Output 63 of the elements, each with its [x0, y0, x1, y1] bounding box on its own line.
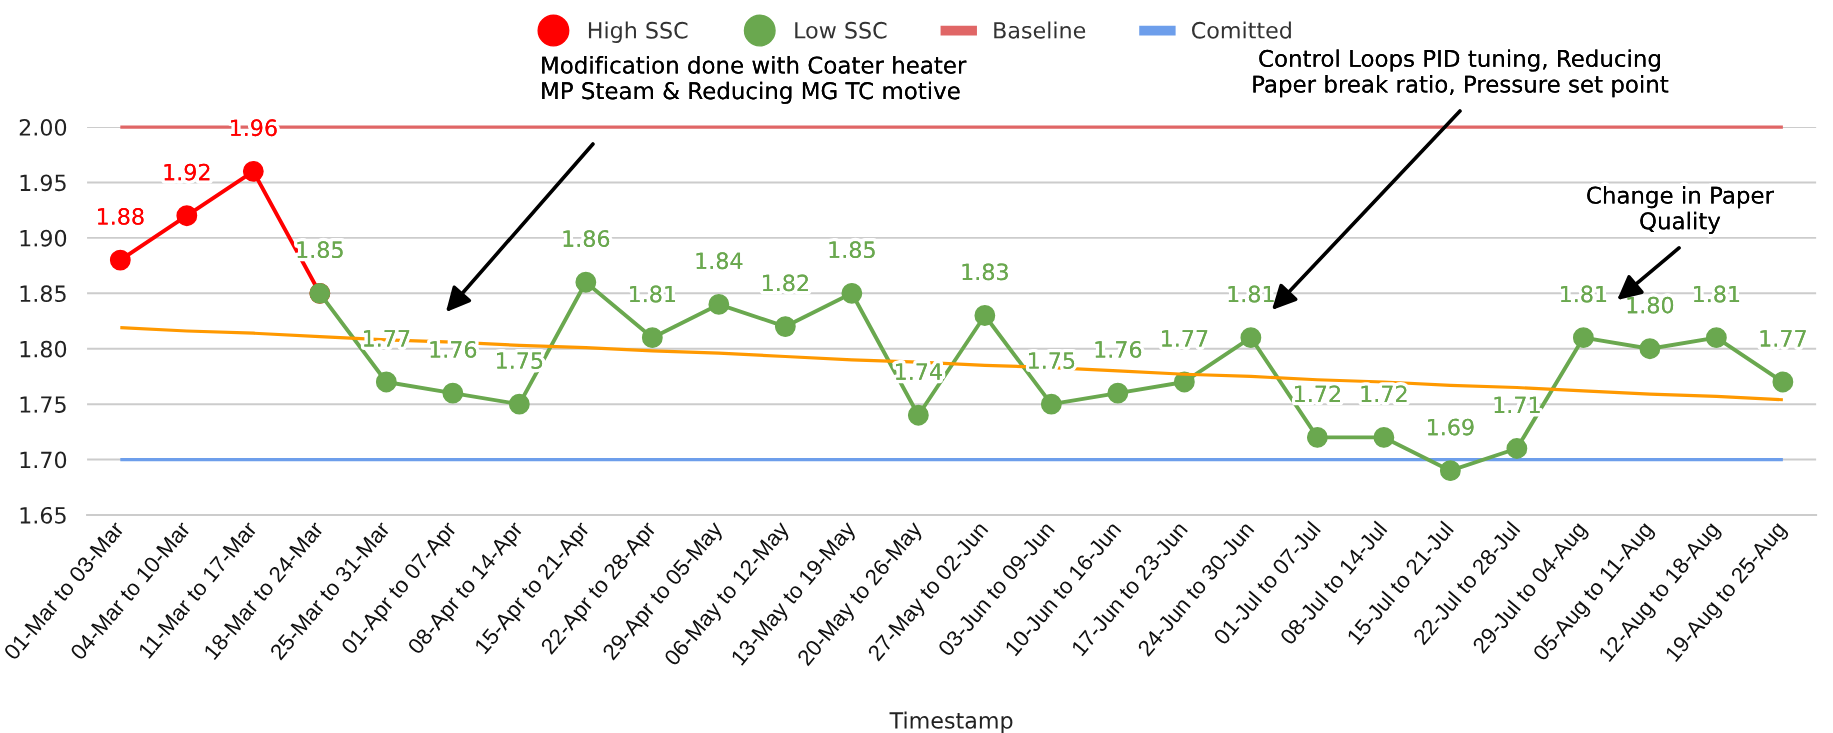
annotation: Change in Paper Quality — [1587, 186, 1774, 234]
point — [1705, 327, 1727, 349]
data-label: 1.81 — [1228, 285, 1274, 303]
data-label: 1.81 — [630, 285, 676, 303]
y-tick-label: 1.95 — [20, 174, 66, 192]
data-label: 1.77 — [1760, 330, 1806, 347]
y-tick-label: 1.75 — [20, 396, 66, 413]
point — [1240, 327, 1262, 349]
data-label: 1.85 — [297, 241, 343, 259]
data-label: 1.84 — [696, 252, 743, 270]
point — [442, 382, 464, 404]
data-label: 1.82 — [763, 274, 808, 292]
point — [176, 205, 198, 227]
data-label: 1.85 — [829, 241, 875, 259]
legend-label: Low SSC — [795, 21, 887, 39]
data-label: 1.83 — [962, 263, 1008, 281]
y-tick-label: 1.85 — [20, 285, 66, 303]
point — [974, 305, 996, 326]
point — [575, 271, 597, 293]
point — [708, 293, 730, 315]
point — [1107, 382, 1129, 404]
x-axis-title: Timestamp — [889, 711, 1013, 733]
text: Control Loops PID tuning, Reducing Paper break ratio, Pressure set point — [1253, 49, 1669, 98]
point — [1506, 438, 1528, 459]
data-label: 1.76 — [1095, 341, 1142, 358]
point — [508, 393, 530, 415]
point — [1373, 426, 1395, 448]
y-tick-label: 2.00 — [19, 118, 67, 136]
point — [841, 282, 863, 304]
data-label: 1.72 — [1295, 385, 1340, 402]
data-label: 1.71 — [1494, 396, 1540, 413]
point — [641, 327, 663, 349]
point — [1639, 338, 1661, 360]
data-label: 1.80 — [1627, 296, 1674, 314]
point — [1306, 426, 1328, 448]
legend-label: Baseline — [994, 21, 1086, 39]
y-tick-label: 1.90 — [20, 229, 67, 247]
data-label: 1.69 — [1428, 418, 1474, 436]
data-label: 1.81 — [1561, 285, 1607, 303]
point — [375, 371, 397, 393]
legend-label: High SSC — [588, 21, 688, 43]
point — [1040, 393, 1062, 415]
point — [774, 316, 796, 337]
data-label: 1.88 — [98, 208, 144, 225]
data-label: 1.92 — [164, 163, 210, 181]
point — [907, 404, 929, 426]
point — [242, 160, 264, 182]
text: Modification done with Coater heater MP Steam & Reducing MG TC motive — [542, 55, 967, 104]
data-label: 1.86 — [563, 230, 610, 247]
data-label: 1.74 — [896, 363, 942, 380]
y-tick-label: 1.70 — [20, 451, 67, 469]
point — [109, 249, 131, 271]
data-label: 1.72 — [1361, 385, 1407, 402]
data-label: 1.76 — [430, 341, 477, 358]
point — [1572, 327, 1594, 349]
point — [1439, 460, 1461, 482]
data-label: 1.75 — [1029, 352, 1075, 369]
data-label: 1.77 — [1162, 330, 1208, 347]
y-tick-label: 1.65 — [20, 506, 66, 524]
point — [1772, 371, 1794, 393]
legend-label: Comitted — [1192, 21, 1291, 39]
y-tick-label: 1.80 — [20, 340, 67, 358]
data-label: 1.81 — [1694, 285, 1740, 303]
